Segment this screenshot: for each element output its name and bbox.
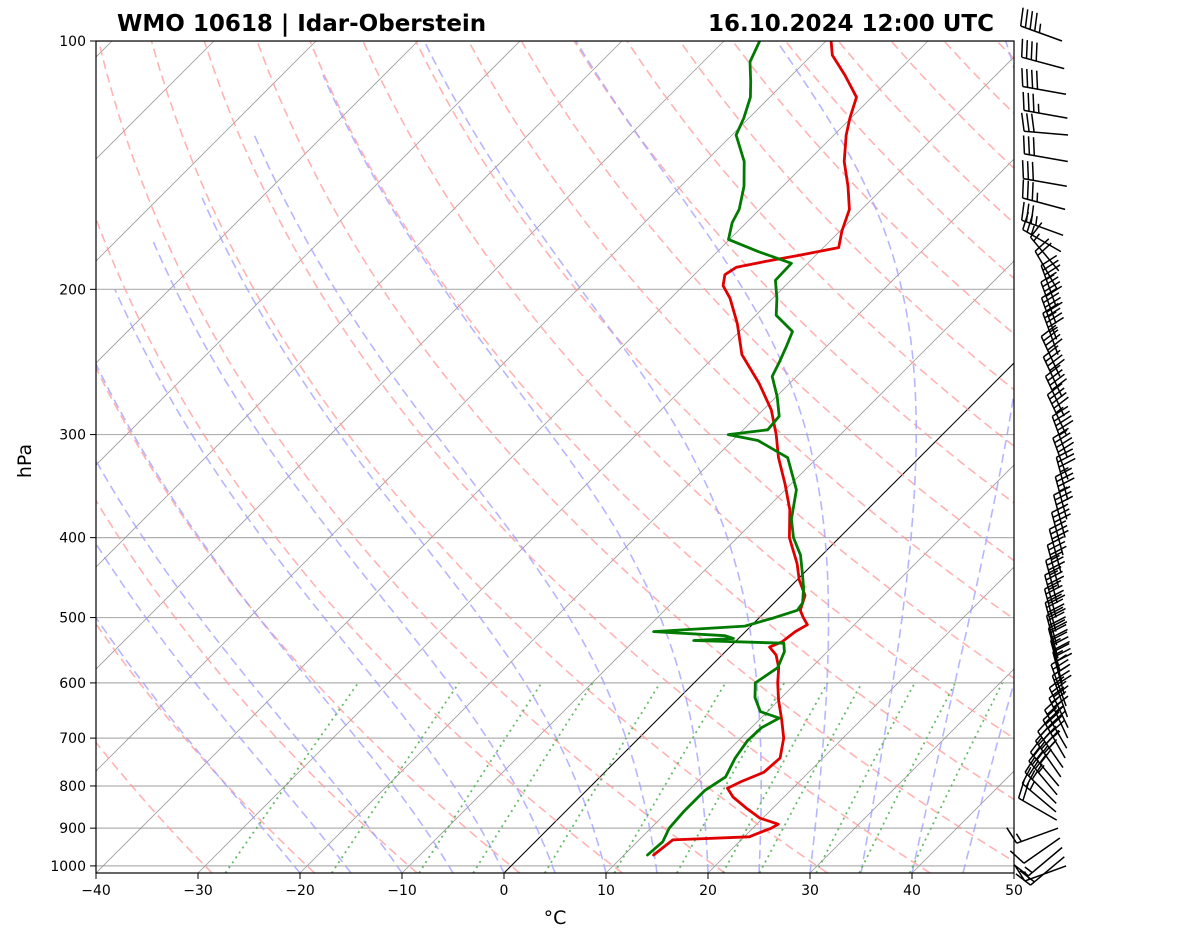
y-tick-label: 700	[59, 731, 86, 747]
wind-barb	[1024, 136, 1068, 162]
x-tick-label: −20	[285, 883, 315, 899]
title-datetime: 16.10.2024 12:00 UTC	[708, 11, 994, 37]
isotherm-line	[0, 41, 10, 873]
isotherm-line	[1116, 41, 1181, 873]
dry-adiabat-line	[997, 41, 1181, 873]
y-axis-label: hPa	[14, 444, 36, 478]
wind-barb	[1023, 160, 1067, 186]
dry-adiabat-line	[1103, 41, 1181, 873]
x-tick-label: 20	[699, 883, 717, 899]
y-tick-label: 300	[59, 428, 86, 444]
dry-adiabat-line	[1050, 41, 1181, 873]
wind-barb	[1048, 384, 1069, 435]
y-tick-label: 600	[59, 676, 86, 692]
x-axis-label: °C	[544, 907, 567, 929]
wind-barb	[1022, 39, 1064, 69]
x-tick-label: 10	[597, 883, 615, 899]
dry-adiabat-line	[1155, 41, 1181, 873]
wind-barb	[1023, 92, 1067, 118]
wind-barb	[1021, 8, 1062, 41]
y-tick-label: 900	[59, 821, 86, 837]
y-tick-label: 200	[59, 282, 86, 298]
x-tick-label: −40	[81, 883, 111, 899]
wind-barbs	[1007, 8, 1076, 885]
x-tick-label: −30	[183, 883, 213, 899]
plot-area	[96, 41, 1014, 873]
wind-barb	[1022, 68, 1066, 94]
x-tick-label: 30	[801, 883, 819, 899]
x-tick-label: −10	[387, 883, 417, 899]
x-tick-label: 40	[903, 883, 921, 899]
y-tick-label: 400	[59, 531, 86, 547]
y-tick-label: 100	[59, 34, 86, 50]
y-tick-label: 800	[59, 779, 86, 795]
y-tick-label: 500	[59, 611, 86, 627]
wind-barb	[1010, 838, 1060, 863]
x-tick-label: 50	[1005, 883, 1023, 899]
x-tick-label: 0	[500, 883, 509, 899]
title-station: WMO 10618 | Idar-Oberstein	[117, 11, 486, 37]
y-tick-label: 1000	[50, 859, 86, 875]
